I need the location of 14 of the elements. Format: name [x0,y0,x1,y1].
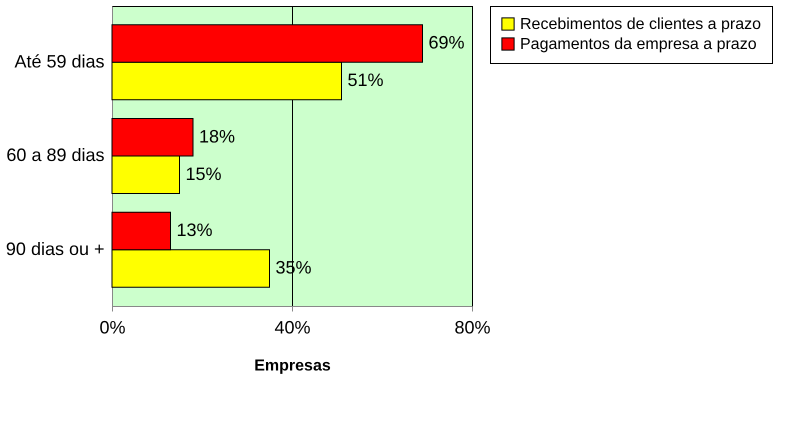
x-tick-label: 40% [274,318,311,338]
x-tick-label: 80% [454,318,491,338]
legend-label: Recebimentos de clientes a prazo [520,16,762,33]
legend-label: Pagamentos da empresa a prazo [520,36,757,53]
data-label: 13% [176,220,213,240]
data-label: 15% [186,164,222,184]
x-axis-title: Empresas [254,358,331,374]
y-tick-label: 60 a 89 dias [6,145,104,165]
data-label: 18% [199,126,236,146]
data-label: 69% [428,32,465,52]
x-tick-label: 0% [99,318,126,338]
data-label: 51% [348,70,384,90]
y-tick-label: 90 dias ou + [6,238,104,259]
y-tick-label: Até 59 dias [14,51,104,72]
